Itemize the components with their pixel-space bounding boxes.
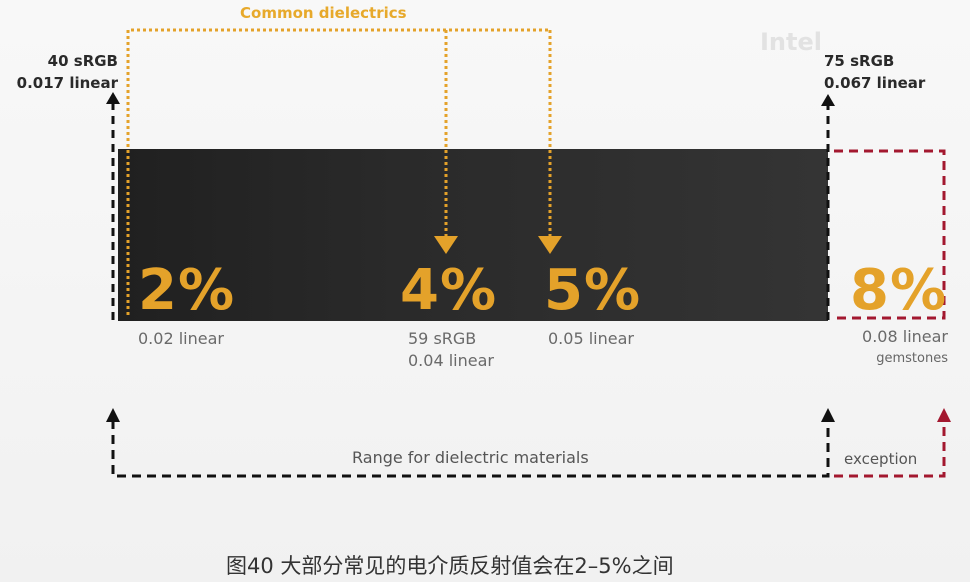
orange-arrow-5pct: [538, 236, 562, 254]
left-up-arrowhead: [106, 92, 120, 104]
exception-box: [834, 149, 946, 320]
left-srgb-text: 40 sRGB: [47, 52, 118, 70]
common-dielectrics-label: Common dielectrics: [240, 4, 407, 22]
sub-4pct-line2: 0.04 linear: [408, 351, 494, 370]
sub-8pct-line1: 0.08 linear: [862, 327, 948, 346]
sub-4pct: 59 sRGB 0.04 linear: [408, 328, 494, 372]
exception-label: exception: [844, 450, 918, 468]
sub-8pct-line2: gemstones: [876, 351, 948, 366]
value-4pct: 4%: [400, 258, 498, 323]
range-bracket: [111, 420, 830, 478]
range-left-arrowhead: [106, 408, 120, 422]
watermark-text: Intel: [760, 28, 822, 56]
range-label: Range for dielectric materials: [352, 448, 589, 467]
dielectric-range-band: [118, 149, 828, 321]
sub-2pct-line1: 0.02 linear: [138, 329, 224, 348]
common-dielectrics-bracket: [126, 28, 552, 315]
value-5pct: 5%: [544, 258, 642, 323]
orange-arrow-4pct: [434, 236, 458, 254]
right-srgb-text: 75 sRGB: [824, 52, 895, 70]
sub-8pct: 0.08 linear gemstones: [852, 326, 948, 370]
right-up-arrowhead: [821, 94, 835, 106]
figure-caption: 图40 大部分常见的电介质反射值会在2–5%之间: [226, 554, 674, 578]
sub-2pct: 0.02 linear: [138, 328, 224, 350]
sub-5pct: 0.05 linear: [548, 328, 634, 350]
exception-arrowhead: [937, 408, 951, 422]
range-right-arrowhead: [821, 408, 835, 422]
right-linear-text: 0.067 linear: [824, 74, 926, 92]
value-2pct: 2%: [138, 258, 236, 323]
right-bound-label: 75 sRGB 0.067 linear: [824, 50, 925, 94]
value-8pct: 8%: [850, 258, 948, 323]
left-linear-text: 0.017 linear: [16, 74, 118, 92]
left-bound-label: 40 sRGB 0.017 linear: [10, 50, 118, 94]
exception-bracket: [834, 420, 946, 478]
sub-5pct-line1: 0.05 linear: [548, 329, 634, 348]
sub-4pct-line1: 59 sRGB: [408, 329, 477, 348]
